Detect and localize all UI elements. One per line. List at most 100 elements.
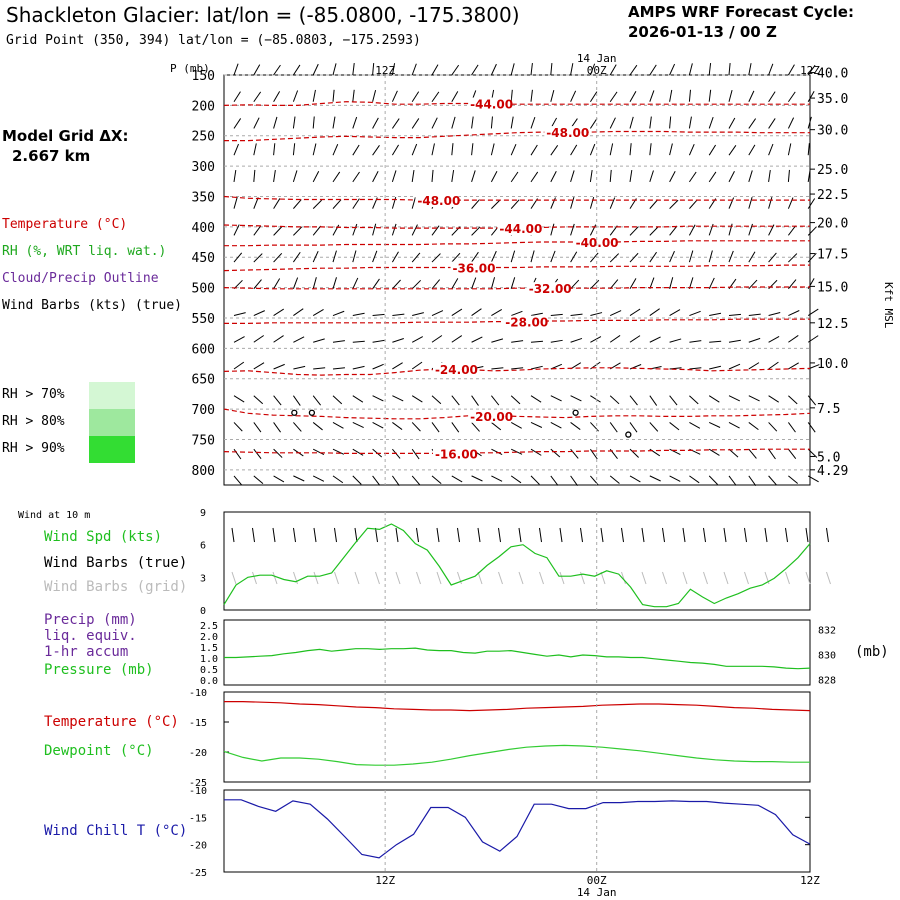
wind-barb-true xyxy=(744,527,747,543)
wind-barb-grid xyxy=(334,571,339,585)
isotherm-line xyxy=(224,318,810,324)
pressure-tick-label: 250 xyxy=(192,130,215,145)
isotherm-line xyxy=(223,367,811,376)
isotherm-label: -44.00 xyxy=(470,98,513,112)
wind-barb xyxy=(451,395,460,406)
wind-barb xyxy=(451,64,460,76)
wind-barb xyxy=(689,199,698,209)
wind-barb-grid xyxy=(436,571,442,585)
wind-barb xyxy=(807,198,816,209)
wind-barb xyxy=(787,169,790,182)
wind-barb xyxy=(550,339,563,343)
isotherm-label: -48.00 xyxy=(546,126,589,140)
wind-barb-true xyxy=(621,527,624,543)
wind-barb xyxy=(768,91,776,102)
wind-barb xyxy=(293,199,302,209)
wind-barb xyxy=(352,198,360,209)
pressure-tick-label: 650 xyxy=(192,373,215,388)
wind-barb xyxy=(589,196,595,209)
wind-barb xyxy=(550,313,563,317)
isotherm-label: -36.00 xyxy=(453,262,496,276)
wind-barb xyxy=(709,340,722,343)
wind-barb-grid xyxy=(723,571,729,585)
wind-barb xyxy=(709,365,721,370)
pressure-units: (mb) xyxy=(855,644,889,660)
wind-barb xyxy=(233,422,243,432)
wind-barb xyxy=(708,277,715,290)
wind-barb xyxy=(748,251,756,263)
wind-barb xyxy=(372,223,377,236)
wind-barb xyxy=(689,310,701,317)
wind-barb xyxy=(688,89,691,102)
wind-barb xyxy=(589,143,596,156)
model-grid-label: Model Grid ΔX: xyxy=(2,127,129,145)
wind-barb xyxy=(728,313,741,317)
wind-barb xyxy=(550,421,562,429)
wind-barb xyxy=(629,395,638,406)
wind-barb xyxy=(253,253,263,263)
wind-barb xyxy=(590,312,603,317)
wind-barb xyxy=(471,475,483,482)
wind-barb xyxy=(807,116,812,129)
wind-barb xyxy=(431,279,441,290)
wind-barb xyxy=(491,422,502,431)
wind-barb xyxy=(807,143,810,156)
wind-barb xyxy=(669,225,678,236)
wind-barb xyxy=(708,250,713,263)
wind-barb xyxy=(312,422,323,431)
wind-barb xyxy=(550,475,559,486)
wind-barb xyxy=(253,143,257,156)
wind-barb-grid xyxy=(518,571,524,585)
wind-barb xyxy=(689,395,699,405)
wind-barb xyxy=(352,448,364,456)
legend-barbs-true: Wind Barbs (true) xyxy=(44,555,188,571)
wind-barb xyxy=(570,223,575,236)
wind-barb xyxy=(372,171,379,183)
cloud-point xyxy=(308,409,316,416)
wind-barb xyxy=(728,475,737,486)
wind-barb xyxy=(768,422,778,432)
wind-barb xyxy=(372,475,381,486)
wind-barb xyxy=(332,475,344,484)
wind-barb xyxy=(768,63,774,76)
pressure-tick-label: 350 xyxy=(192,190,215,205)
wind-barb-grid xyxy=(641,571,647,585)
wind-barb xyxy=(510,143,517,156)
wind-barb xyxy=(392,313,405,317)
wind-barb xyxy=(748,63,752,76)
wind-barb xyxy=(570,170,575,183)
wind-barb xyxy=(332,199,342,209)
wind-barb xyxy=(491,448,503,455)
wind-barb xyxy=(787,225,796,236)
wind-barb xyxy=(391,90,398,102)
wind-barb xyxy=(391,63,396,76)
isotherm-line xyxy=(224,130,810,142)
wind-barb xyxy=(629,91,637,102)
wind-barb xyxy=(807,475,819,483)
isotherm-label-bg xyxy=(468,409,512,423)
wind-barb xyxy=(728,421,740,429)
wind-barb xyxy=(490,277,496,289)
wind-barb xyxy=(530,116,536,129)
wind-barb xyxy=(728,250,734,263)
legend-windchill: Wind Chill T (°C) xyxy=(44,823,188,839)
wind-barb xyxy=(609,197,616,209)
wind-barb xyxy=(669,309,681,316)
wind-barb xyxy=(748,337,761,343)
wind-barb xyxy=(609,422,618,433)
wind-barb xyxy=(233,91,241,102)
wind-barb-true xyxy=(723,527,727,543)
pressure-tick-label: 832 xyxy=(818,625,836,636)
wind-barb xyxy=(768,361,779,370)
wind-barb xyxy=(570,63,574,76)
wind-barb-grid xyxy=(354,571,360,585)
pressure-axis-title: P (mb) xyxy=(170,62,210,75)
wind-barb xyxy=(451,169,455,182)
pressure-tick-label: 450 xyxy=(192,251,215,266)
wind-barb xyxy=(273,278,281,290)
wind-barb xyxy=(233,252,243,263)
legend-dewpoint: Dewpoint (°C) xyxy=(44,743,154,759)
wind-barb xyxy=(629,335,641,343)
wind-barb xyxy=(748,475,757,486)
wind-barb xyxy=(511,310,523,317)
